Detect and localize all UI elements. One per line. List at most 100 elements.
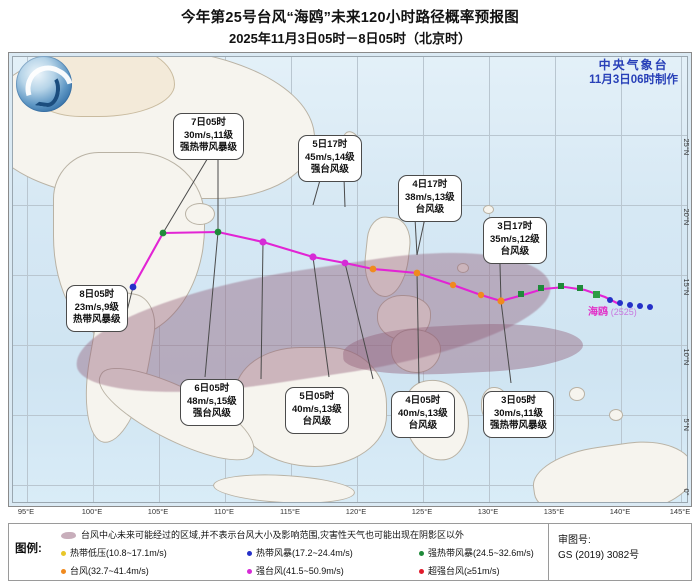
track-point	[449, 281, 457, 289]
legend-item-tropical-depression: 热带低压(10.8~17.1m/s)	[61, 546, 167, 559]
observed-point	[647, 304, 653, 310]
track-point	[413, 269, 421, 277]
callout-category: 热带风暴级	[73, 314, 121, 325]
title-block: 今年第25号台风“海鸥”未来120小时路径概率预报图 2025年11月3日05时…	[0, 8, 700, 48]
callout-wind: 23m/s,9级	[74, 301, 119, 313]
lon-tick: 135°E	[543, 507, 565, 516]
lon-tick: 95°E	[17, 507, 35, 516]
approval-block: 审图号: GS (2019) 3082号	[548, 524, 691, 580]
lon-tick: 130°E	[477, 507, 499, 516]
forecast-callout-7d05[interactable]: 7日05时 30m/s,11级 强热带风暴级	[173, 113, 245, 160]
callout-wind: 40m/s,13级	[398, 407, 448, 419]
legend-title: 图例:	[15, 543, 42, 555]
lon-tick: 140°E	[609, 507, 631, 516]
legend-item-tropical-storm: 热带风暴(17.2~24.4m/s)	[247, 546, 353, 559]
legend-item-super-typhoon: 超强台风(≥51m/s)	[419, 564, 499, 577]
lon-tick: 110°E	[214, 507, 234, 516]
callout-category: 强热带风暴级	[490, 420, 548, 431]
gridline-lon	[681, 57, 682, 502]
cma-logo-icon	[16, 56, 82, 122]
gridline-lon	[423, 57, 424, 502]
map-frame[interactable]: 7日05时 30m/s,11级 强热带风暴级 5日17时 45m/s,14级 强…	[8, 52, 692, 507]
lat-tick: 0°	[682, 488, 691, 496]
typhoon-track-layer	[122, 140, 653, 384]
map-canvas[interactable]: 7日05时 30m/s,11级 强热带风暴级 5日17时 45m/s,14级 强…	[12, 56, 688, 503]
lat-tick: 20°N	[682, 208, 691, 226]
gridline-lon	[225, 57, 226, 502]
track-point	[497, 297, 505, 305]
attribution-agency: 中央气象台	[598, 58, 669, 72]
lat-tick: 25°N	[682, 138, 691, 156]
legend-dot-icon	[419, 569, 424, 575]
gridline-lon	[621, 57, 622, 502]
track-point	[477, 291, 485, 299]
lon-tick: 115°E	[280, 507, 300, 516]
lat-tick: 5°N	[682, 418, 691, 432]
track-point	[309, 253, 317, 261]
callout-wind: 45m/s,14级	[305, 151, 355, 163]
approval-number: GS (2019) 3082号	[558, 550, 640, 561]
callout-category: 台风级	[408, 420, 438, 431]
legend-item-label: 超强台风(≥51m/s)	[428, 566, 500, 576]
track-point	[159, 229, 167, 237]
legend-item-label: 热带风暴(17.2~24.4m/s)	[256, 548, 353, 558]
observed-point	[617, 300, 623, 306]
track-point	[214, 228, 222, 236]
landmass-mindanao	[391, 329, 441, 373]
callout-category: 强台风级	[192, 408, 231, 419]
legend-dot-icon	[247, 569, 252, 575]
legend-cone-note-row: 台风中心未来可能经过的区域,并不表示台风大小及影响范围,灾害性天气也可能出现在阴…	[61, 528, 464, 541]
callout-category: 强热带风暴级	[180, 142, 238, 153]
storm-name-label: 海鸥 (2525)	[588, 303, 637, 318]
forecast-callout-4d05[interactable]: 4日05时 40m/s,13级 台风级	[391, 391, 455, 438]
forecast-callout-3d17[interactable]: 3日17时 35m/s,12级 台风级	[483, 217, 547, 264]
forecast-callout-5d17[interactable]: 5日17时 45m/s,14级 强台风级	[298, 135, 362, 182]
latitude-axis: 25°N 20°N 15°N 10°N 5°N 0°	[680, 52, 700, 507]
page-subtitle: 2025年11月3日05时－8日05时（北京时）	[228, 31, 472, 46]
legend-item-severe-tropical-storm: 强热带风暴(24.5~32.6m/s)	[419, 546, 534, 559]
callout-wind: 48m/s,15级	[187, 395, 237, 407]
callout-wind: 35m/s,12级	[490, 233, 540, 245]
legend-cone-note: 台风中心未来可能经过的区域,并不表示台风大小及影响范围,灾害性天气也可能出现在阴…	[81, 530, 465, 540]
legend-dot-icon	[61, 569, 66, 575]
gridline-lon	[357, 57, 358, 502]
legend-item-severe-typhoon: 强台风(41.5~50.9m/s)	[247, 564, 344, 577]
gridline-lon	[555, 57, 556, 502]
callout-time: 5日05时	[299, 391, 335, 402]
landmass-island-small	[457, 263, 469, 273]
forecast-callout-4d17[interactable]: 4日17时 38m/s,13级 台风级	[398, 175, 462, 222]
callout-category: 台风级	[500, 246, 530, 257]
lon-tick: 120°E	[345, 507, 367, 516]
observed-point	[558, 283, 564, 289]
callout-time: 4日17时	[412, 179, 448, 190]
attribution-block: 中央气象台 11月3日06时制作	[589, 58, 678, 88]
legend-dot-icon	[61, 551, 66, 557]
gridline-lon	[27, 57, 28, 502]
legend-panel: 图例: 台风中心未来可能经过的区域,并不表示台风大小及影响范围,灾害性天气也可能…	[8, 523, 692, 581]
storm-code: (2525)	[610, 307, 637, 317]
forecast-callout-6d05[interactable]: 6日05时 48m/s,15级 强台风级	[180, 379, 244, 426]
forecast-callout-8d05[interactable]: 8日05时 23m/s,9级 热带风暴级	[66, 285, 128, 332]
legend-item-label: 热带低压(10.8~17.1m/s)	[70, 548, 167, 558]
page-title: 今年第25号台风“海鸥”未来120小时路径概率预报图	[180, 10, 520, 26]
forecast-callout-3d05[interactable]: 3日05时 30m/s,11级 强热带风暴级	[483, 391, 555, 438]
lon-tick: 105°E	[147, 507, 169, 516]
lon-tick: 100°E	[81, 507, 103, 516]
legend-item-label: 台风(32.7~41.4m/s)	[70, 566, 149, 576]
forecast-callout-5d05[interactable]: 5日05时 40m/s,13级 台风级	[285, 387, 349, 434]
callout-wind: 30m/s,11级	[183, 129, 234, 141]
lon-tick: 145°E	[669, 507, 691, 516]
callout-time: 4日05时	[405, 395, 441, 406]
gridline-lon	[489, 57, 490, 502]
observed-point	[538, 285, 544, 291]
observed-point	[593, 291, 600, 298]
legend-left: 图例: 台风中心未来可能经过的区域,并不表示台风大小及影响范围,灾害性天气也可能…	[9, 524, 547, 580]
track-point	[341, 259, 349, 267]
callout-wind: 40m/s,13级	[292, 403, 342, 415]
observed-point	[518, 291, 524, 297]
lon-tick: 125°E	[411, 507, 433, 516]
landmass-hainan	[185, 203, 215, 225]
cone-swatch-icon	[61, 532, 76, 540]
callout-time: 8日05时	[79, 289, 115, 300]
track-point	[259, 238, 267, 246]
